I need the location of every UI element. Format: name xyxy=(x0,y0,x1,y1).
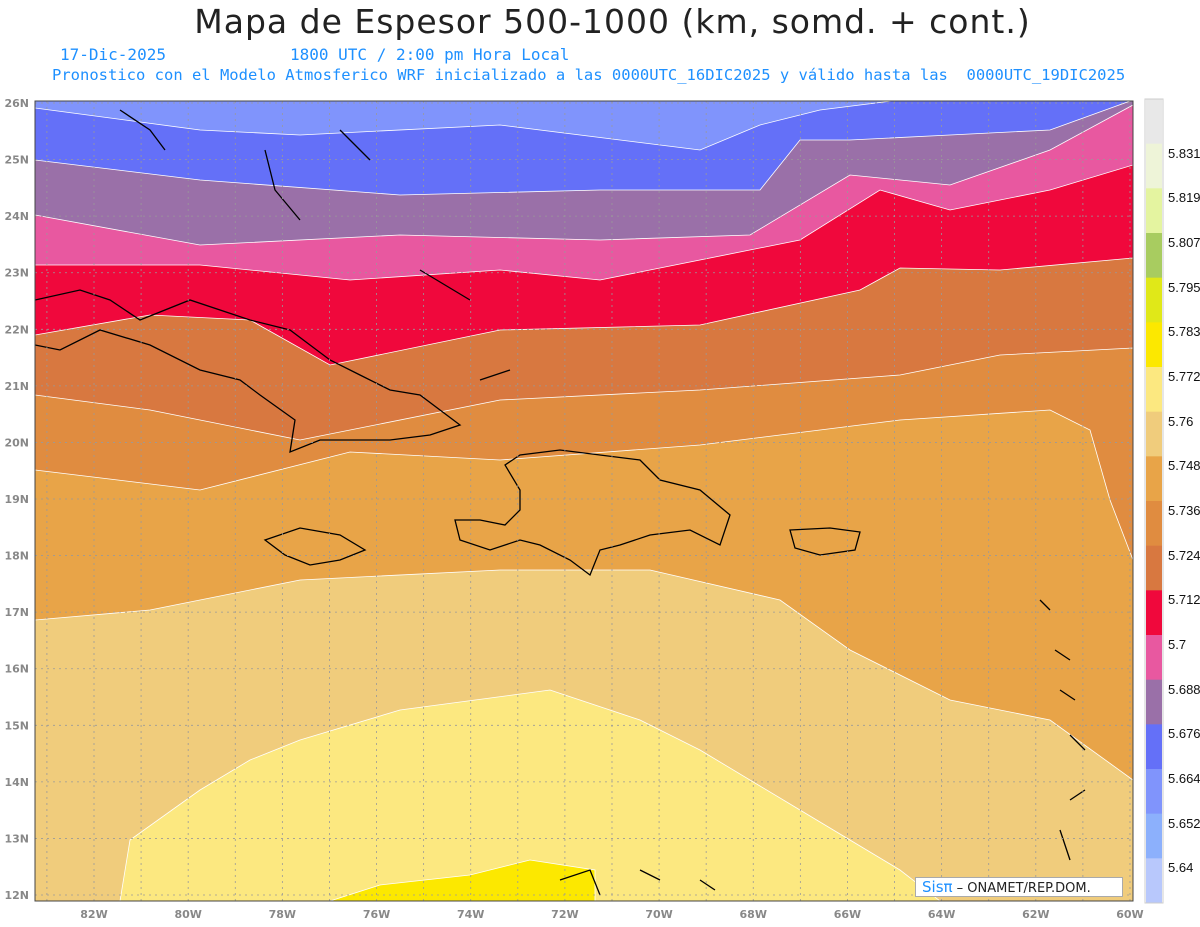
colorbar-swatch xyxy=(1146,769,1162,815)
band-5772 xyxy=(329,859,596,901)
lon-label: 66W xyxy=(834,908,861,921)
credit-text: – ONAMET/REP.DOM. xyxy=(952,881,1091,896)
colorbar-swatch xyxy=(1146,99,1162,145)
colorbar-swatch xyxy=(1146,679,1162,725)
colorbar-swatch xyxy=(1146,813,1162,859)
lat-label: 26N xyxy=(4,97,29,110)
colorbar-swatch xyxy=(1146,143,1162,189)
lat-label: 13N xyxy=(4,832,29,845)
lon-label: 70W xyxy=(645,908,672,921)
lon-label: 60W xyxy=(1116,908,1143,921)
band-5760 xyxy=(119,689,941,901)
colorbar-swatch xyxy=(1146,233,1162,279)
hispaniola-coast xyxy=(454,449,731,577)
lat-label: 14N xyxy=(4,776,29,789)
forecast-description: Pronostico con el Modelo Atmosferico WRF… xyxy=(52,66,1126,84)
lat-label: 16N xyxy=(4,663,29,676)
colorbar-swatch xyxy=(1146,188,1162,234)
lat-label: 23N xyxy=(4,267,29,280)
colorbar-label: 5.76 xyxy=(1168,413,1194,429)
lon-label: 68W xyxy=(740,908,767,921)
colorbar-label: 5.7 xyxy=(1168,637,1187,652)
lat-label: 24N xyxy=(4,210,29,223)
lon-label: 76W xyxy=(363,908,390,921)
colorbar-label: 5.676 xyxy=(1168,726,1200,742)
lon-label: 62W xyxy=(1022,908,1049,921)
credit-brand: Sisπ xyxy=(922,878,953,896)
lat-label: 17N xyxy=(4,606,29,619)
forecast-date: 17-Dic-2025 xyxy=(60,45,166,64)
colorbar-label: 5.664 xyxy=(1168,771,1200,786)
lat-label: 20N xyxy=(4,436,29,449)
coastlines xyxy=(35,109,1086,896)
lat-label: 25N xyxy=(4,154,29,167)
colorbar-swatch xyxy=(1146,501,1162,547)
colorbar-swatch xyxy=(1146,635,1162,681)
colorbar-label: 5.688 xyxy=(1168,681,1200,697)
colorbar-swatch xyxy=(1146,858,1162,904)
colorbar-swatch xyxy=(1146,456,1162,502)
colorbar-swatch xyxy=(1146,545,1162,591)
colorbar xyxy=(1144,98,1164,904)
colorbar-label: 5.831 xyxy=(1168,145,1200,161)
lon-label: 64W xyxy=(928,908,955,921)
colorbar-label: 5.783 xyxy=(1168,324,1200,340)
lat-label: 18N xyxy=(4,550,29,563)
colorbar-label: 5.724 xyxy=(1168,547,1200,563)
colorbar-swatch xyxy=(1146,322,1162,368)
map-title: Mapa de Espesor 500-1000 (km, somd. + co… xyxy=(194,2,1031,41)
colorbar-swatch xyxy=(1146,411,1162,457)
lat-labels: 26N 25N 24N 23N 22N 21N 20N 19N 18N 17N 16N 15N 14N 1… xyxy=(4,97,29,902)
forecast-time: 1800 UTC / 2:00 pm Hora Local xyxy=(290,45,570,64)
lat-label: 15N xyxy=(4,719,29,732)
colorbar-swatch xyxy=(1146,277,1162,323)
lon-label: 78W xyxy=(269,908,296,921)
colorbar-label: 5.64 xyxy=(1168,860,1194,876)
graticule xyxy=(35,101,1133,901)
colorbar-swatch xyxy=(1146,590,1162,636)
lat-label: 19N xyxy=(4,493,29,506)
puerto-rico-coast xyxy=(789,527,861,556)
jamaica-coast xyxy=(263,527,367,566)
colorbar-label: 5.736 xyxy=(1168,503,1200,518)
lat-label: 22N xyxy=(4,323,29,336)
colorbar-frame xyxy=(1144,98,1164,904)
colorbar-label: 5.652 xyxy=(1168,815,1200,831)
colorbar-label: 5.795 xyxy=(1168,279,1200,295)
lon-label: 80W xyxy=(174,908,201,921)
bahamas-coast xyxy=(119,109,511,381)
colorbar-label: 5.772 xyxy=(1168,369,1200,384)
colorbar-label: 5.819 xyxy=(1168,190,1200,206)
colorbar-label: 5.807 xyxy=(1168,235,1200,250)
credit-box: Sisπ – ONAMET/REP.DOM. xyxy=(915,877,1123,897)
colorbar-swatch xyxy=(1146,724,1162,770)
lon-label: 72W xyxy=(551,908,578,921)
contour-fill xyxy=(35,101,1133,901)
lesser-antilles-coast xyxy=(559,599,1086,896)
lat-label: 21N xyxy=(4,380,29,393)
colorbar-label: 5.748 xyxy=(1168,458,1200,474)
lat-label: 12N xyxy=(4,889,29,902)
map-frame xyxy=(34,100,1134,902)
lon-label: 82W xyxy=(80,908,107,921)
colorbar-label: 5.712 xyxy=(1168,592,1200,608)
cuba-coast xyxy=(35,289,462,454)
lon-label: 74W xyxy=(457,908,484,921)
colorbar-swatch xyxy=(1146,367,1162,413)
lon-labels: 82W 80W 78W 76W 74W 72W 70W 68W 66W 64W 62W 60W xyxy=(80,908,1143,921)
